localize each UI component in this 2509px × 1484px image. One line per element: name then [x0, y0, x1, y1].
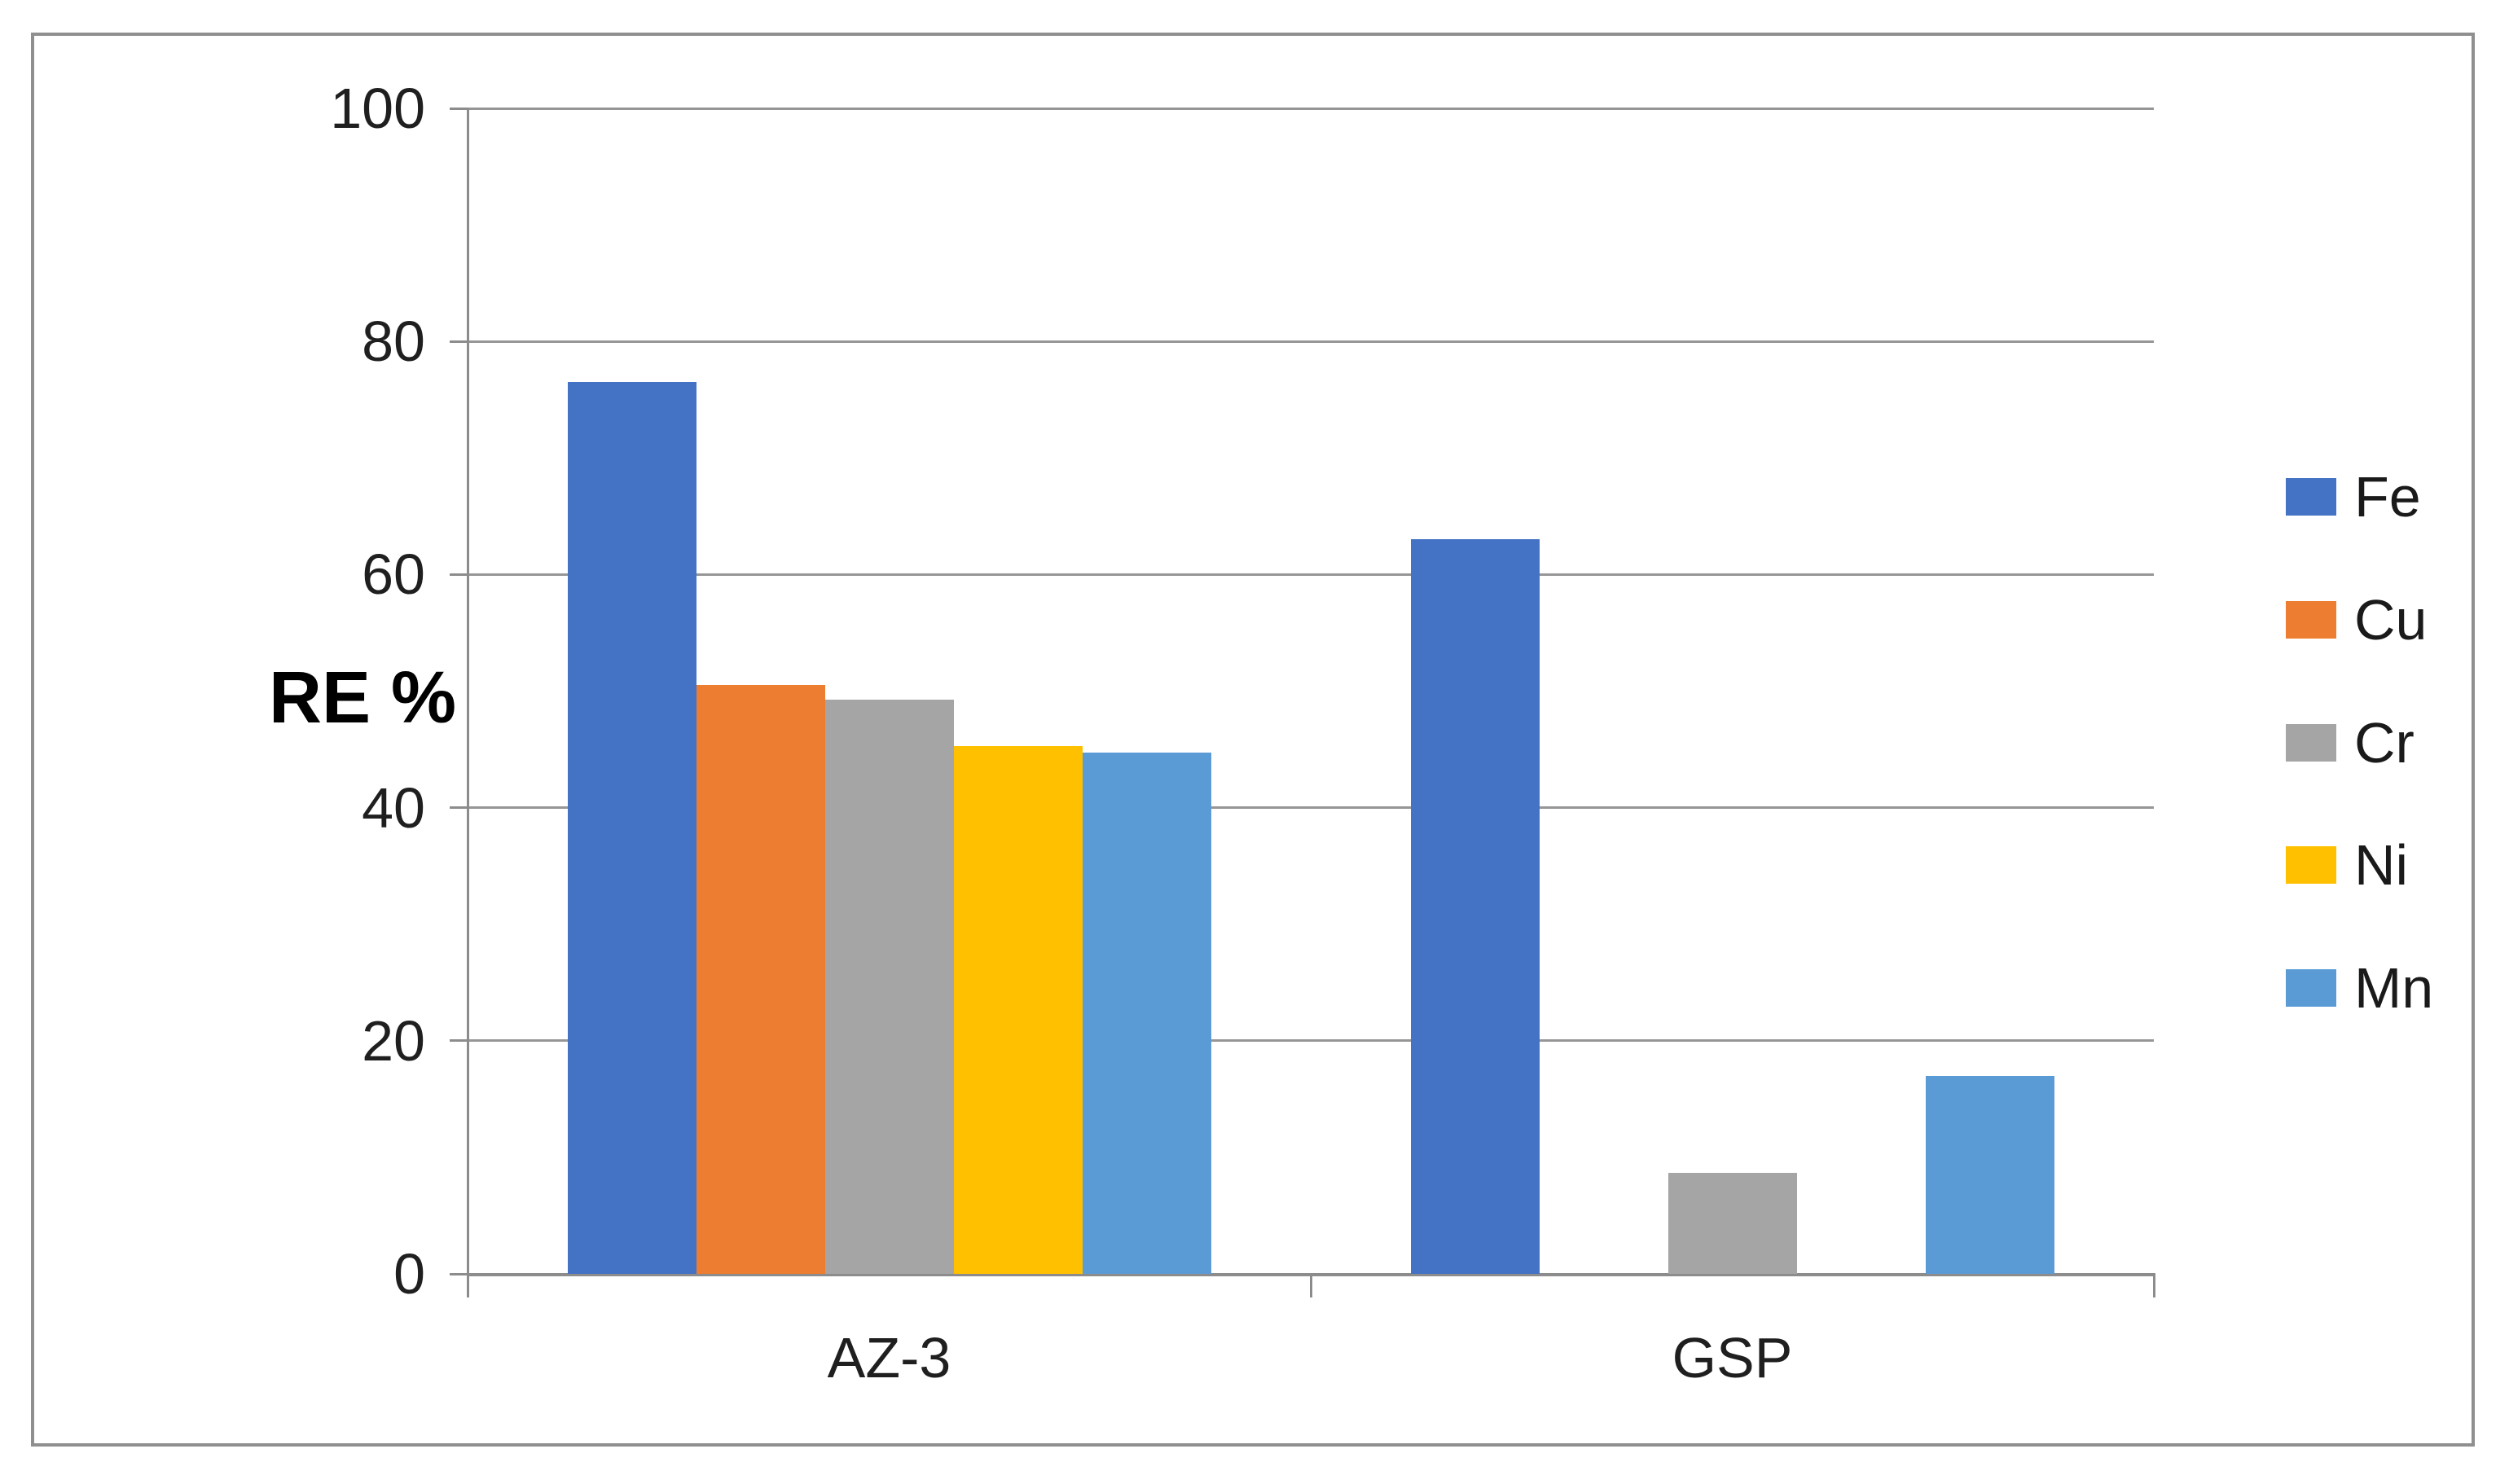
bar-fe-az-3: [567, 382, 696, 1274]
legend-item-cr: Cr: [2286, 710, 2415, 775]
x-tick-mark-2: [2152, 1275, 2155, 1297]
bar-cu-az-3: [696, 685, 825, 1274]
y-tick-label-0: 0: [393, 1242, 425, 1306]
gridline-100: [468, 107, 2154, 110]
legend-swatch-mn: [2286, 969, 2336, 1007]
bar-cr-gsp: [1668, 1172, 1797, 1274]
y-axis-line: [466, 108, 469, 1276]
y-tick-mark-80: [450, 340, 468, 343]
chart-frame: 0 20 40 60 80 100 AZ-3 GSP Fe Cu Cr Ni Mn RE %: [31, 33, 2475, 1447]
bar-mn-az-3: [1082, 753, 1211, 1274]
legend-item-mn: Mn: [2286, 955, 2433, 1021]
y-axis-title: RE %: [269, 657, 457, 739]
y-tick-mark-20: [450, 1039, 468, 1043]
y-tick-mark-40: [450, 806, 468, 810]
legend-label-fe: Fe: [2354, 465, 2421, 529]
gridline-40: [468, 806, 2154, 810]
y-tick-mark-100: [450, 107, 468, 110]
bar-fe-gsp: [1410, 539, 1540, 1274]
x-axis-line: [466, 1272, 2155, 1276]
y-tick-mark-0: [450, 1272, 468, 1275]
legend-item-ni: Ni: [2286, 832, 2408, 898]
gridline-80: [468, 340, 2154, 343]
y-tick-label-40: 40: [362, 775, 425, 840]
bar-cr-az-3: [824, 699, 954, 1274]
y-tick-label-80: 80: [362, 310, 425, 374]
x-tick-mark-1: [1309, 1275, 1312, 1297]
bar-mn-gsp: [1925, 1075, 2054, 1274]
y-tick-label-60: 60: [362, 542, 425, 607]
x-tick-mark-0: [466, 1275, 469, 1297]
legend-swatch-fe: [2286, 478, 2336, 516]
legend-label-cu: Cu: [2354, 587, 2428, 652]
y-tick-label-20: 20: [362, 1008, 425, 1073]
legend-swatch-cu: [2286, 600, 2336, 639]
gridline-20: [468, 1039, 2154, 1043]
bar-ni-az-3: [953, 745, 1083, 1274]
legend-label-ni: Ni: [2354, 833, 2409, 898]
legend-label-mn: Mn: [2354, 956, 2434, 1020]
legend-item-cu: Cu: [2286, 587, 2427, 652]
y-tick-label-100: 100: [330, 77, 425, 140]
legend-item-fe: Fe: [2286, 464, 2421, 529]
gridline-60: [468, 573, 2154, 576]
category-label-gsp: GSP: [1672, 1326, 1793, 1390]
legend-swatch-cr: [2286, 723, 2336, 762]
category-label-az-3: AZ-3: [827, 1326, 951, 1390]
y-tick-mark-60: [450, 573, 468, 576]
legend-label-cr: Cr: [2354, 710, 2415, 775]
plot-area: 0 20 40 60 80 100 AZ-3 GSP Fe Cu Cr Ni Mn: [34, 36, 2472, 1443]
legend-swatch-ni: [2286, 846, 2336, 885]
